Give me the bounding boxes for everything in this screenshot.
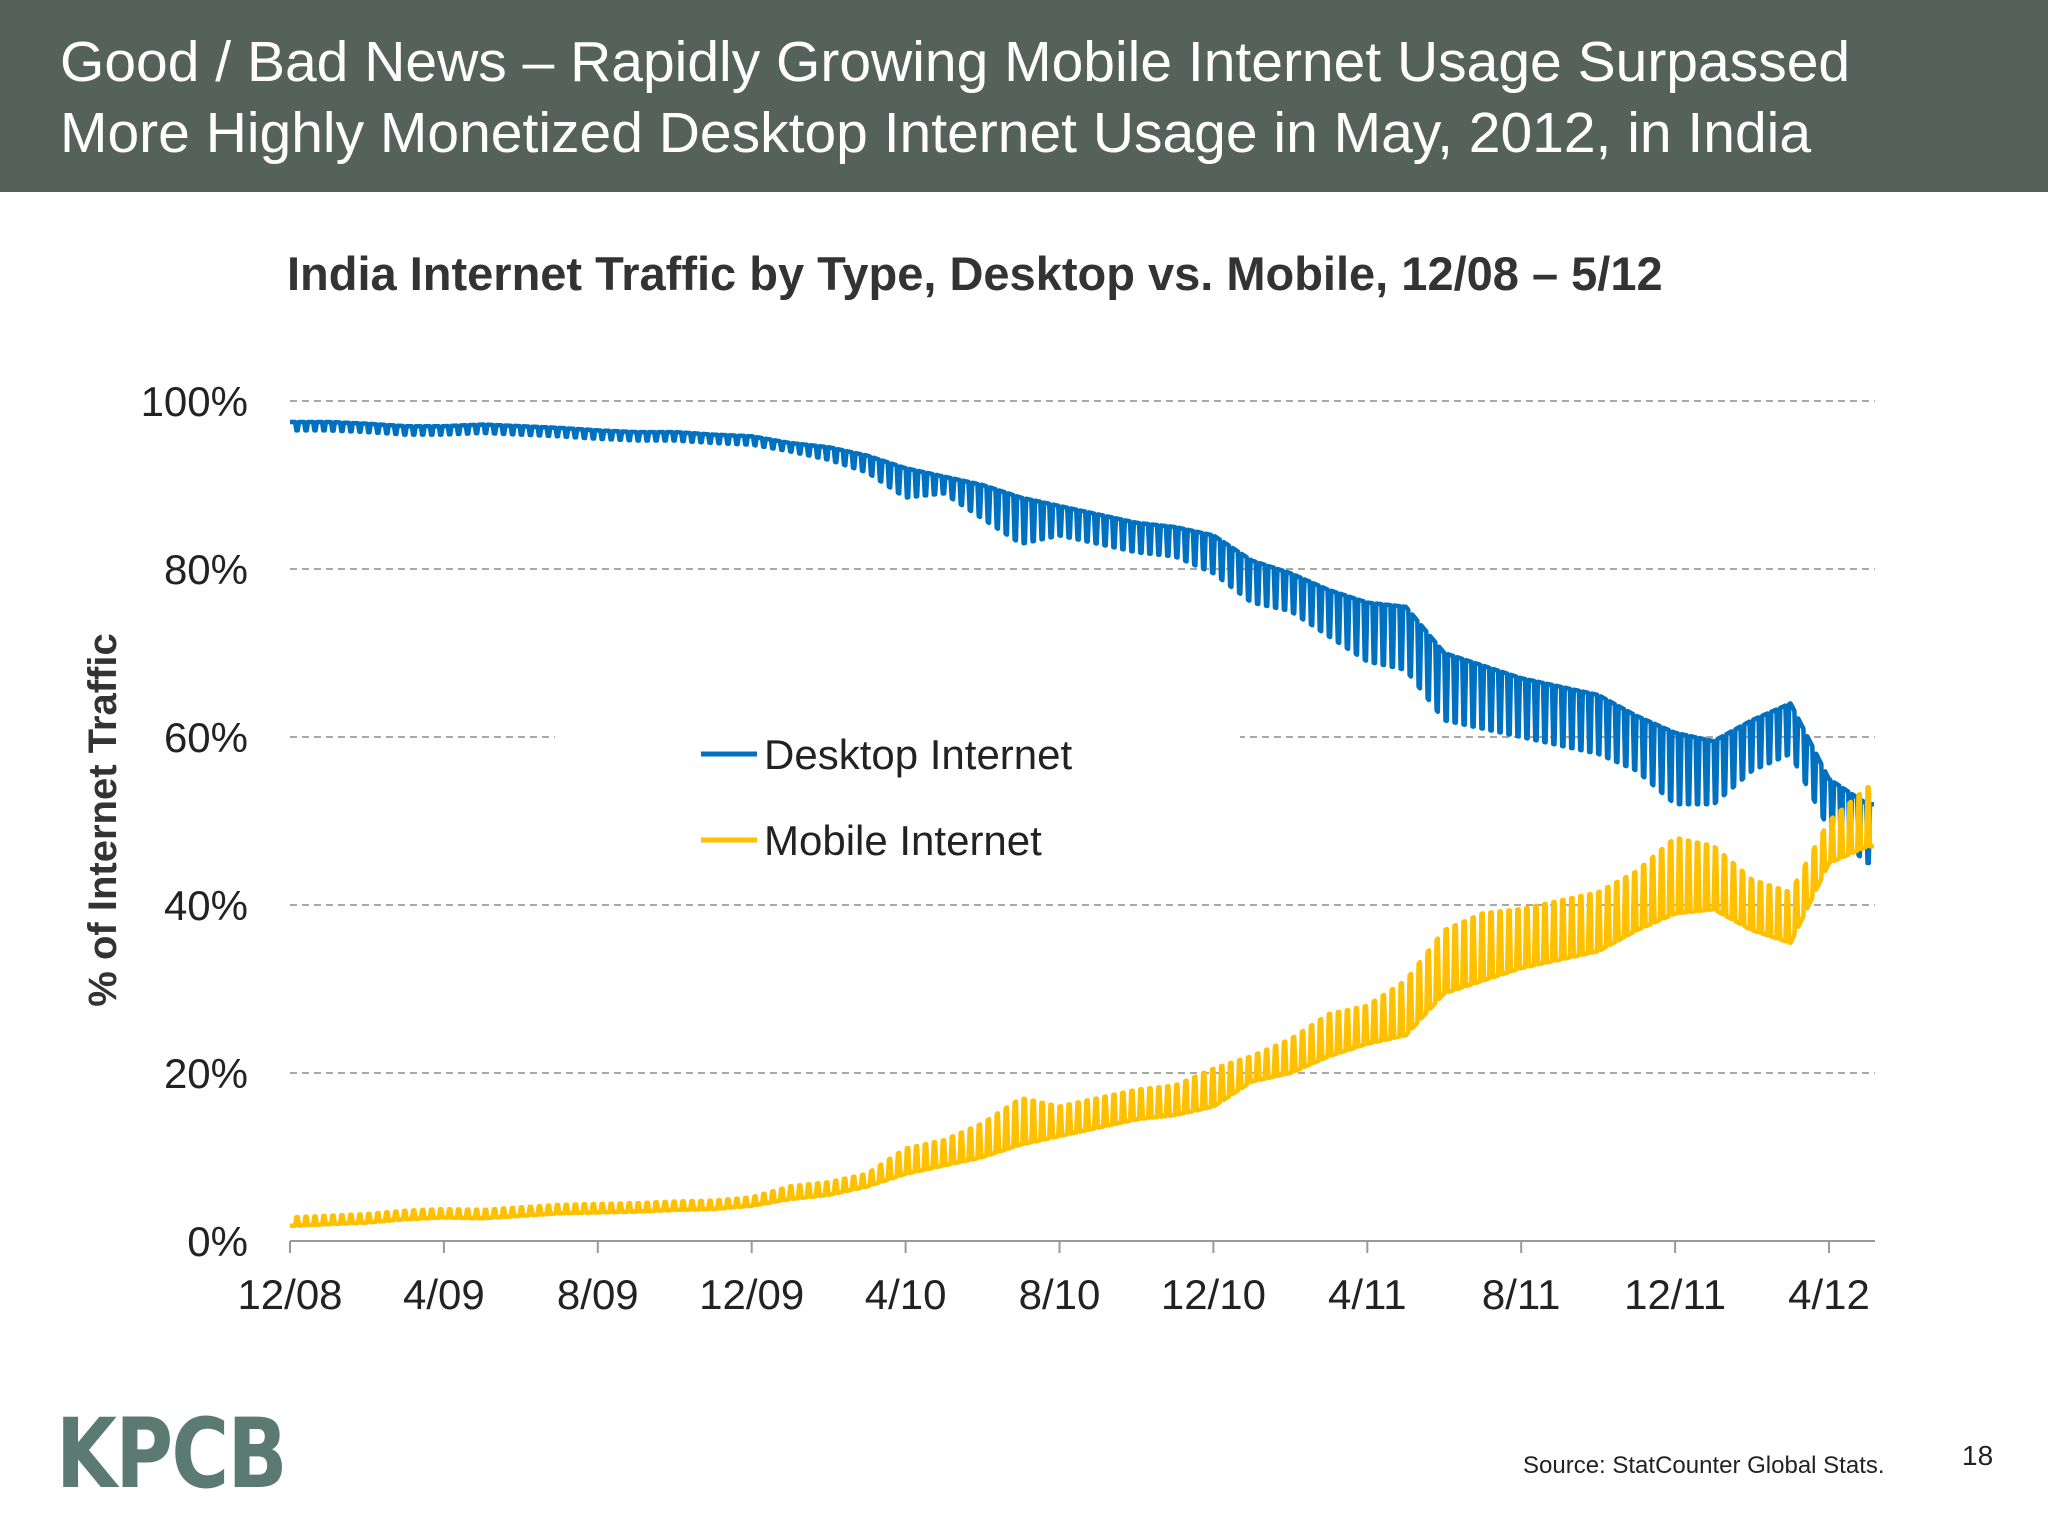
x-tick-label: 8/10: [1019, 1271, 1101, 1318]
slide-header: Good / Bad News – Rapidly Growing Mobile…: [0, 0, 2048, 192]
source-note: Source: StatCounter Global Stats.: [1523, 1452, 1885, 1479]
x-tick-label: 12/11: [1624, 1271, 1726, 1318]
y-tick-label: 0%: [187, 1218, 248, 1265]
slide-title-line-1: Good / Bad News – Rapidly Growing Mobile…: [60, 30, 1851, 94]
y-axis-label: % of Internet Traffic: [81, 633, 125, 1006]
y-tick-label: 40%: [164, 882, 248, 929]
series-line-desktop: [289, 419, 1875, 866]
slide-title-line-2: More Highly Monetized Desktop Internet U…: [60, 101, 1812, 165]
y-tick-label: 20%: [164, 1050, 248, 1097]
legend-label: Desktop Internet: [764, 731, 1073, 778]
page-number: 18: [1962, 1440, 1994, 1471]
series-line-mobile: [289, 785, 1875, 1229]
legend: Desktop Internet Mobile Internet: [555, 700, 1240, 880]
x-tick-label: 4/09: [403, 1271, 485, 1318]
y-tick-label: 100%: [141, 378, 248, 425]
chart-title: India Internet Traffic by Type, Desktop …: [287, 247, 1663, 300]
x-tick-label: 4/12: [1788, 1271, 1870, 1318]
x-tick-label: 12/09: [699, 1271, 804, 1318]
x-tick-label: 8/11: [1482, 1271, 1561, 1318]
x-tick-label: 12/08: [237, 1271, 342, 1318]
y-tick-label: 80%: [164, 546, 248, 593]
legend-label: Mobile Internet: [764, 817, 1042, 864]
x-tick-label: 12/10: [1161, 1271, 1266, 1318]
x-tick-label: 4/10: [865, 1271, 947, 1318]
x-tick-label: 4/11: [1328, 1271, 1407, 1318]
y-tick-label: 60%: [164, 714, 248, 761]
legend-background: [555, 700, 1240, 880]
x-tick-label: 8/09: [557, 1271, 639, 1318]
kpcb-logo: KPCB: [56, 1398, 288, 1510]
